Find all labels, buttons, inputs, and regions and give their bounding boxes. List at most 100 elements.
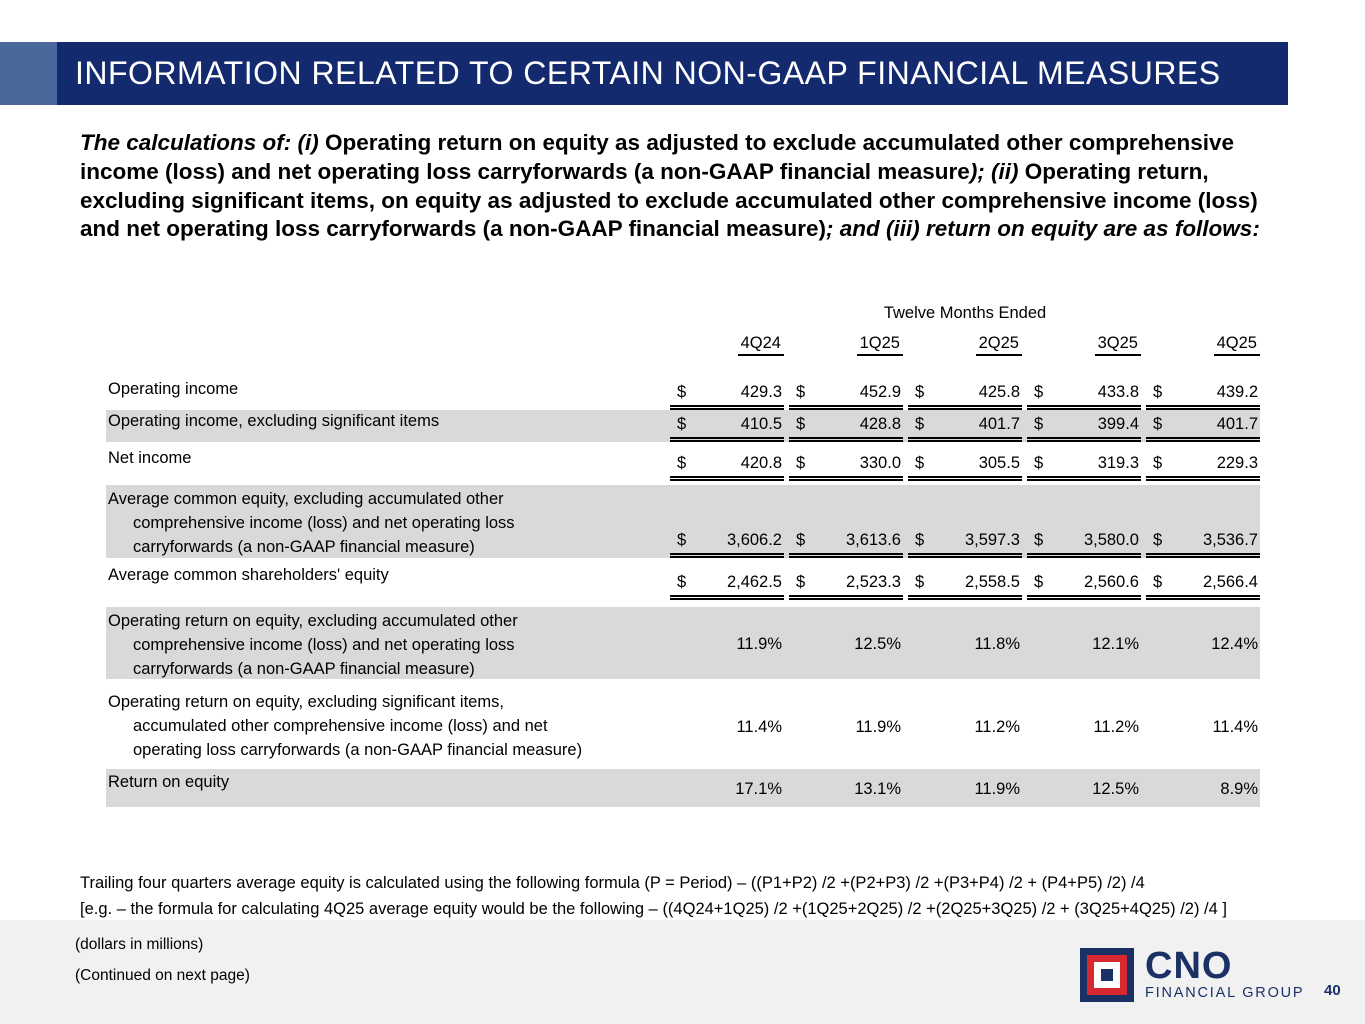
money-cell: $428.8 (789, 410, 903, 442)
formula-footnote: Trailing four quarters average equity is… (80, 870, 1340, 922)
cell-value: 410.5 (740, 415, 782, 433)
money-cell: $425.8 (908, 378, 1022, 410)
cell-value: 429.3 (740, 383, 782, 401)
logo-wordmark: CNO (1145, 945, 1233, 987)
period-header: Twelve Months Ended (883, 304, 1047, 322)
cell-value: 17.1% (735, 779, 782, 798)
logo-text: CNO FINANCIAL GROUP (1145, 945, 1305, 1001)
currency-symbol: $ (915, 383, 925, 401)
cell-value: 452.9 (859, 383, 901, 401)
cell-value: 11.9% (974, 779, 1020, 798)
cell-value: 399.4 (1097, 415, 1139, 433)
currency-symbol: $ (1153, 573, 1163, 591)
currency-symbol: $ (796, 573, 806, 591)
currency-symbol: $ (677, 573, 687, 591)
row-label: Operating return on equity, excluding si… (108, 693, 583, 759)
percent-cell: 12.5% (1027, 771, 1141, 807)
cell-value: 420.8 (740, 454, 782, 472)
row-label: Average common shareholders' equity (108, 566, 389, 584)
cell-value: 425.8 (978, 383, 1020, 401)
cell-value: 11.2% (1093, 718, 1139, 736)
percent-cell: 12.1% (1027, 609, 1141, 679)
cell-value: 11.8% (974, 634, 1020, 653)
percent-cell: 11.9% (789, 690, 903, 765)
cell-value: 2,560.6 (1083, 573, 1139, 591)
financial-table: Twelve Months Ended 4Q24 1Q25 2Q25 3Q25 … (106, 304, 1260, 807)
logo-subtext: FINANCIAL GROUP (1145, 985, 1305, 1001)
cell-value: 11.4% (1212, 718, 1258, 736)
money-cell: $2,566.4 (1146, 564, 1260, 600)
currency-symbol: $ (677, 531, 687, 549)
currency-symbol: $ (677, 383, 687, 401)
currency-symbol: $ (796, 531, 806, 549)
money-cell: $2,560.6 (1027, 564, 1141, 600)
money-cell: $305.5 (908, 447, 1022, 481)
cell-value: 428.8 (859, 415, 901, 433)
currency-symbol: $ (915, 454, 925, 472)
row-label: Average common equity, excluding accumul… (108, 490, 515, 556)
currency-symbol: $ (1034, 454, 1044, 472)
cell-value: 305.5 (978, 454, 1020, 472)
currency-symbol: $ (796, 454, 806, 472)
money-cell: $401.7 (908, 410, 1022, 442)
money-cell: $3,606.2 (670, 487, 784, 558)
column-header-row: 4Q24 1Q25 2Q25 3Q25 4Q25 (106, 334, 1260, 362)
table-row: Return on equity 17.1% 13.1% 11.9% 12.5%… (106, 769, 1260, 807)
money-cell: $330.0 (789, 447, 903, 481)
money-cell: $2,523.3 (789, 564, 903, 600)
percent-cell: 13.1% (789, 771, 903, 807)
currency-symbol: $ (1153, 383, 1163, 401)
cell-value: 11.4% (736, 718, 782, 736)
intro-segment: The calculations of: (i) (80, 130, 326, 155)
currency-symbol: $ (1153, 531, 1163, 549)
cell-value: 3,536.7 (1202, 531, 1258, 549)
intro-segment: Operating return, excluding significant … (80, 158, 1258, 242)
table-row: Operating income $429.3 $452.9 $425.8 $4… (106, 378, 1260, 410)
cell-value: 3,606.2 (726, 531, 782, 549)
cell-value: 401.7 (978, 415, 1020, 433)
intro-segment: ); (ii) (969, 158, 1025, 184)
continued-note: (Continued on next page) (75, 967, 250, 984)
percent-cell: 11.2% (908, 690, 1022, 765)
currency-symbol: $ (677, 415, 687, 433)
percent-cell: 12.5% (789, 609, 903, 679)
percent-cell: 11.8% (908, 609, 1022, 679)
money-cell: $433.8 (1027, 378, 1141, 410)
percent-cell: 11.9% (670, 609, 784, 679)
money-cell: $3,597.3 (908, 487, 1022, 558)
table-row: Average common equity, excluding accumul… (106, 485, 1260, 558)
currency-symbol: $ (677, 454, 687, 472)
currency-symbol: $ (796, 415, 806, 433)
currency-symbol: $ (796, 383, 806, 401)
cell-value: 2,558.5 (964, 573, 1020, 591)
cell-value: 3,613.6 (845, 531, 901, 549)
row-label: Operating income (108, 380, 239, 398)
cell-value: 3,597.3 (964, 531, 1020, 549)
cell-value: 13.1% (854, 779, 901, 798)
header-accent-block (0, 42, 57, 105)
percent-cell: 11.9% (908, 771, 1022, 807)
formula-line-1: Trailing four quarters average equity is… (80, 874, 1145, 892)
header-spacer (106, 304, 670, 328)
column-header: 4Q25 (1146, 334, 1260, 362)
period-header-row: Twelve Months Ended (106, 304, 1260, 328)
title-bar: INFORMATION RELATED TO CERTAIN NON-GAAP … (57, 42, 1288, 105)
money-cell: $3,536.7 (1146, 487, 1260, 558)
intro-segment: ; and (iii) return on equity are as foll… (826, 216, 1260, 242)
currency-symbol: $ (1153, 415, 1163, 433)
cell-value: 2,523.3 (845, 573, 901, 591)
page-number: 40 (1324, 982, 1341, 999)
intro-paragraph: The calculations of: (i) Operating retur… (80, 129, 1278, 244)
cell-value: 11.2% (974, 718, 1020, 736)
cno-logo: CNO FINANCIAL GROUP (1080, 945, 1305, 1002)
cell-value: 2,462.5 (726, 573, 782, 591)
cell-value: 3,580.0 (1083, 531, 1139, 549)
cell-value: 319.3 (1097, 454, 1139, 472)
cell-value: 433.8 (1097, 383, 1139, 401)
currency-symbol: $ (1034, 415, 1044, 433)
money-cell: $420.8 (670, 447, 784, 481)
money-cell: $229.3 (1146, 447, 1260, 481)
currency-symbol: $ (915, 531, 925, 549)
table-row: Operating return on equity, excluding ac… (106, 607, 1260, 679)
